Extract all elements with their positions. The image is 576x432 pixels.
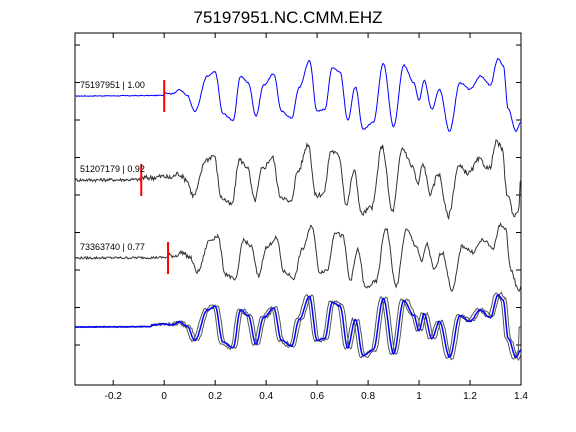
overlay-master-waveform — [75, 294, 522, 359]
x-tick-label: 0.2 — [208, 391, 222, 402]
plot-frame — [74, 32, 522, 386]
trace-label: 73363740 | 0.77 — [80, 242, 145, 252]
trace-waveform — [74, 222, 522, 292]
x-tick-label: -0.2 — [105, 391, 123, 402]
x-tick-label: 1 — [416, 391, 422, 402]
x-tick-label: 0.4 — [259, 391, 273, 402]
axis-ticks — [75, 33, 522, 385]
x-tick-label: 0.8 — [361, 391, 375, 402]
chart-title: 75197951.NC.CMM.EHZ — [194, 8, 383, 27]
trace-labels: 75197951 | 1.00 51207179 | 0.92 73363740 |… — [80, 80, 145, 252]
traces-group — [74, 57, 522, 292]
x-tick-label: 1.2 — [463, 391, 477, 402]
trace-label: 75197951 | 1.00 — [80, 80, 145, 90]
x-tick-labels: -0.2 0 0.2 0.4 0.6 0.8 1 1.2 1.4 — [105, 391, 529, 402]
trace-waveform — [74, 139, 522, 221]
trace-waveform — [75, 57, 522, 132]
overlay-group — [74, 291, 522, 362]
x-tick-label: 1.4 — [514, 391, 528, 402]
trace-label: 51207179 | 0.92 — [80, 164, 145, 174]
x-tick-label: 0 — [161, 391, 167, 402]
x-tick-label: 0.6 — [310, 391, 324, 402]
